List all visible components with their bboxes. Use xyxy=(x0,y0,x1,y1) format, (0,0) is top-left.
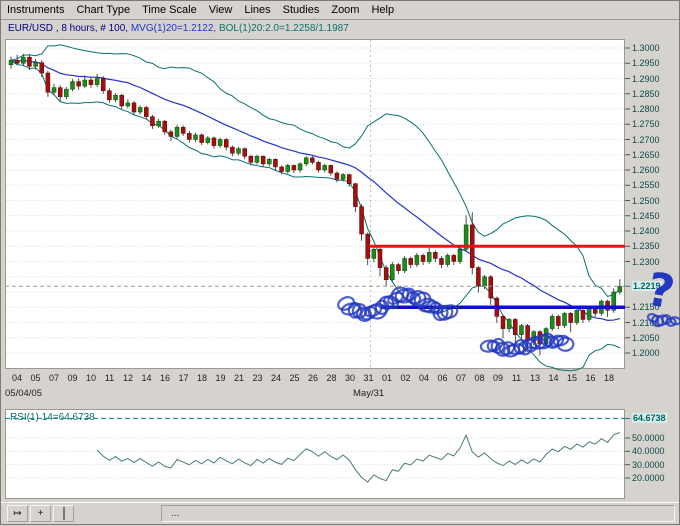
toolbar: ↦ + ... xyxy=(1,502,679,524)
price-tick: 1.2350 xyxy=(632,241,660,252)
time-tick: 15 xyxy=(566,373,577,383)
time-tick: 28 xyxy=(326,373,337,383)
rsi-current-label: 64.6738 xyxy=(632,413,667,424)
time-tick: 24 xyxy=(270,373,281,383)
bol-study-label: BOL(1)20:2.0=1.2258/1.1987 xyxy=(218,23,349,34)
time-tick: 13 xyxy=(529,373,540,383)
crosshair-icon: + xyxy=(37,507,44,519)
time-tick: 31 xyxy=(363,373,374,383)
time-tick: 09 xyxy=(492,373,503,383)
time-tick: 14 xyxy=(141,373,152,383)
price-tick: 1.2450 xyxy=(632,210,660,221)
time-tick: 16 xyxy=(159,373,170,383)
time-tick: 05 xyxy=(30,373,41,383)
rsi-tick: 40.0000 xyxy=(632,446,665,457)
price-tick: 1.2600 xyxy=(632,165,660,175)
origin-date-label: 05/04/05 xyxy=(5,388,42,399)
time-tick: 26 xyxy=(307,373,318,383)
time-tick: 25 xyxy=(289,373,300,383)
menu-zoom[interactable]: Zoom xyxy=(331,4,360,16)
price-tick: 1.2750 xyxy=(632,119,660,130)
time-tick: 11 xyxy=(511,373,522,383)
price-tick: 1.2950 xyxy=(632,58,660,69)
menu-view[interactable]: View xyxy=(208,4,233,16)
time-tick: 06 xyxy=(437,373,448,383)
menu-bar: Instruments Chart Type Time Scale View Lines… xyxy=(1,1,679,20)
time-tick: 04 xyxy=(11,373,22,383)
chart-legend: EUR/USD , 8 hours, # 100, MVG(1)20=1.212… xyxy=(8,23,349,34)
menu-instruments[interactable]: Instruments xyxy=(7,4,65,16)
snapshot-tool-button[interactable] xyxy=(53,505,74,522)
time-tick: 09 xyxy=(67,373,78,383)
price-tick: 1.2000 xyxy=(632,348,660,358)
price-tick: 1.2500 xyxy=(632,195,660,206)
time-tick: 19 xyxy=(215,373,226,383)
price-tick: 1.2700 xyxy=(632,134,660,145)
rsi-tick: 20.0000 xyxy=(632,473,665,483)
time-tick: 30 xyxy=(344,373,355,383)
menu-help[interactable]: Help xyxy=(371,4,395,16)
price-tick: 1.2550 xyxy=(632,180,660,191)
rsi-tick: 50.0000 xyxy=(632,433,665,443)
price-tick: 1.2650 xyxy=(632,149,660,160)
symbol-label: EUR/USD , 8 hours, # 100, xyxy=(8,23,131,34)
time-tick: 01 xyxy=(381,373,392,383)
chart-image-icon xyxy=(62,506,65,520)
menu-studies[interactable]: Studies xyxy=(282,4,320,16)
time-tick: 07 xyxy=(48,373,59,383)
pointer-icon: ↦ xyxy=(13,507,22,519)
price-tick: 1.2100 xyxy=(632,317,660,328)
crosshair-tool-button[interactable]: + xyxy=(30,505,51,522)
status-bar: ... xyxy=(161,505,675,522)
price-tick: 1.2150 xyxy=(632,302,660,313)
menu-lines[interactable]: Lines xyxy=(244,4,271,16)
rsi-tick: 30.0000 xyxy=(632,459,665,470)
price-tick: 1.2400 xyxy=(632,226,660,236)
time-tick: 08 xyxy=(474,373,485,383)
menu-time-scale[interactable]: Time Scale xyxy=(142,4,197,16)
time-tick: 04 xyxy=(418,373,429,383)
time-tick: 18 xyxy=(196,373,207,383)
price-tick: 1.2900 xyxy=(632,73,660,84)
time-tick: 02 xyxy=(400,373,411,383)
time-tick: 11 xyxy=(104,373,115,383)
time-tick: 23 xyxy=(252,373,263,383)
rsi-legend: RSI(1) 14=64.6738 xyxy=(10,412,95,423)
time-tick: 17 xyxy=(178,373,189,383)
time-tick: 07 xyxy=(455,373,466,383)
pointer-tool-button[interactable]: ↦ xyxy=(7,505,28,522)
mvg-study-label: MVG(1)20=1.2122, xyxy=(130,23,219,34)
price-tick: 1.2800 xyxy=(632,104,660,114)
price-tick: 1.3000 xyxy=(632,43,660,53)
time-tick: 16 xyxy=(585,373,596,383)
time-tick: 10 xyxy=(85,373,96,383)
time-tick: 21 xyxy=(233,373,244,383)
price-tick: 1.2050 xyxy=(632,332,660,343)
month-label: May/31 xyxy=(353,388,385,399)
menu-chart-type[interactable]: Chart Type xyxy=(76,4,131,16)
time-tick: 12 xyxy=(122,373,133,383)
price-tick: 1.2850 xyxy=(632,88,660,99)
time-tick: 14 xyxy=(548,373,559,383)
time-tick: 18 xyxy=(603,373,614,383)
current-price-label: 1.2219 xyxy=(632,281,662,292)
price-tick: 1.2300 xyxy=(632,256,660,267)
